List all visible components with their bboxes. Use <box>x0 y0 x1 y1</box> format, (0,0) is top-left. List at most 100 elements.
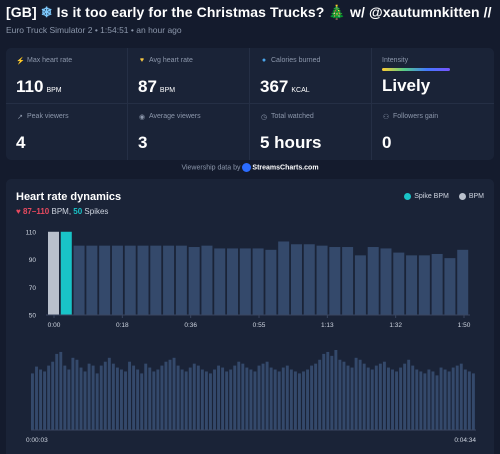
detail-bar <box>257 365 261 430</box>
detail-bar <box>152 371 156 430</box>
detail-bar <box>293 371 297 430</box>
detail-bar <box>196 365 200 430</box>
detail-bar <box>374 365 378 430</box>
stream-header: [GB] ❄ Is it too early for the Christmas… <box>6 4 496 35</box>
detail-bar <box>423 373 427 430</box>
detail-bar <box>148 367 152 430</box>
meta-separator: • <box>130 25 137 35</box>
detail-bar <box>419 371 423 430</box>
detail-bar <box>427 369 431 430</box>
detail-bar <box>47 365 51 430</box>
stats-card: ⚡ Max heart rate 110 BPM ♥ Avg heart rate 8… <box>6 48 494 160</box>
chart-subtitle: ♥ 87–110 BPM, 50 Spikes <box>16 207 108 216</box>
x-tick-label: 0:00 <box>48 322 61 329</box>
detail-bar <box>156 369 160 430</box>
title-tail: w/ @xautumnkitten // !fana... <box>349 4 496 20</box>
detail-bar <box>350 367 354 430</box>
x-tick-label: 0:18 <box>116 322 129 329</box>
detail-bar <box>172 357 176 430</box>
detail-bar <box>407 359 411 430</box>
detail-bar <box>144 363 148 430</box>
title-main: Is it too early for the Christmas Trucks… <box>56 4 325 20</box>
stat-avg-viewers: ◉ Average viewers 3 <box>128 104 250 160</box>
heart-rate-bar <box>431 253 443 315</box>
detail-bar <box>160 365 164 430</box>
heart-rate-bar <box>444 258 456 315</box>
stat-value: 367 <box>260 77 289 96</box>
stat-followers-gain: ⚇ Followers gain 0 <box>372 104 494 160</box>
stat-label: Intensity <box>382 57 409 64</box>
detail-bar <box>411 365 415 430</box>
detail-bar <box>233 365 237 430</box>
detail-bar <box>79 367 83 430</box>
heart-rate-bar <box>150 245 162 315</box>
streamscharts-link[interactable]: StreamsCharts.com <box>252 164 319 172</box>
detail-bar <box>435 375 439 430</box>
detail-bar <box>75 359 79 430</box>
detail-bar <box>366 367 370 430</box>
stat-calories: ● Calories burned 367 KCAL <box>250 48 372 104</box>
detail-bar <box>346 365 350 430</box>
detail-bar <box>188 367 192 430</box>
detail-bar <box>342 361 346 430</box>
detail-bar <box>99 365 103 430</box>
lightning-icon: ⚡ <box>16 57 25 65</box>
x-tick-label: 1:50 <box>458 322 471 329</box>
detail-bar <box>253 371 257 430</box>
meta-separator: • <box>94 25 101 35</box>
legend-item-spike-bpm[interactable]: Spike BPM <box>404 193 449 200</box>
heart-rate-bar <box>175 245 187 315</box>
trend-up-icon: ↗ <box>17 113 23 121</box>
spikes-count: 50 <box>73 207 83 216</box>
detail-bar <box>330 355 334 430</box>
intensity-gradient-bar <box>382 68 450 71</box>
heart-rate-bar <box>111 245 123 315</box>
stat-value: 3 <box>138 133 148 152</box>
detail-bar <box>269 367 273 430</box>
detail-bar <box>306 369 309 430</box>
detail-bar <box>298 373 301 430</box>
heart-rate-bar <box>265 249 277 315</box>
heart-rate-bar-chart[interactable]: 110 90 70 50 0:00 0:18 0:36 0:55 1:13 1:32 1:50 0:0… <box>6 179 494 454</box>
stream-title[interactable]: [GB] ❄ Is it too early for the Christmas… <box>6 4 496 21</box>
detail-bar <box>192 363 196 430</box>
heart-rate-bar <box>290 244 302 315</box>
heart-rate-bar <box>457 249 469 315</box>
y-tick-label: 70 <box>29 285 37 292</box>
detail-bar <box>95 373 99 430</box>
user-plus-icon: ⚇ <box>382 113 390 121</box>
detail-bar <box>55 353 59 430</box>
detail-bar <box>338 359 342 430</box>
heart-rate-bar <box>393 252 405 315</box>
heart-rate-bar <box>303 244 315 315</box>
detail-bar <box>91 365 95 430</box>
detail-bar <box>63 365 67 430</box>
stat-label: Average viewers <box>149 113 201 120</box>
detail-bar <box>43 371 47 430</box>
legend-item-bpm[interactable]: BPM <box>458 193 484 200</box>
heart-rate-bar <box>329 247 341 315</box>
detail-bar <box>115 367 119 430</box>
detail-bar <box>200 369 204 430</box>
detail-bar <box>395 371 398 430</box>
heart-rate-bar <box>60 231 72 315</box>
eye-icon: ◉ <box>138 113 146 121</box>
heart-rate-bar <box>354 255 366 315</box>
detail-bar <box>378 363 382 430</box>
detail-bar <box>103 361 107 430</box>
detail-bar <box>39 369 42 430</box>
country-badge: [GB] <box>6 4 37 20</box>
detail-bar <box>245 367 249 430</box>
stat-value: 87 <box>138 77 157 96</box>
detail-bar <box>431 371 435 430</box>
detail-bar <box>334 350 338 430</box>
heart-rate-bar <box>316 245 328 315</box>
bpm-unit: BPM, <box>51 207 72 216</box>
heart-rate-bar <box>86 245 98 315</box>
detail-bar <box>289 369 293 430</box>
legend-label: BPM <box>468 193 484 200</box>
detail-bar <box>358 359 362 430</box>
legend-label: Spike BPM <box>414 193 449 200</box>
detail-bar <box>322 353 326 430</box>
game-name[interactable]: Euro Truck Simulator 2 <box>6 25 93 35</box>
